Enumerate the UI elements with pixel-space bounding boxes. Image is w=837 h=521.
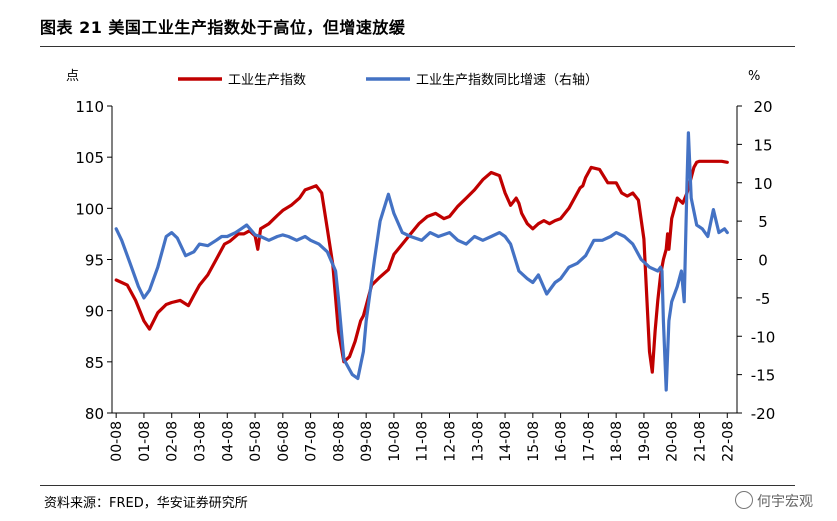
right-tick-label: 0 bbox=[758, 252, 768, 270]
figure-title: 图表 21 美国工业生产指数处于高位，但增速放缓 bbox=[40, 18, 406, 37]
source-note: 资料来源：FRED，华安证券研究所 bbox=[44, 496, 248, 511]
left-tick-label: 80 bbox=[85, 405, 104, 423]
x-tick-label: 21-08 bbox=[693, 421, 709, 462]
left-tick-label: 110 bbox=[75, 98, 104, 116]
chart-layer: 80 85 90 95 100 105 110 -20 -15 -10 -5 0 5 10 15 20 00-0… bbox=[75, 98, 775, 462]
right-tick-label: -10 bbox=[751, 328, 776, 346]
left-axis-unit: 点 bbox=[66, 69, 79, 84]
x-tick-label: 17-08 bbox=[581, 421, 597, 462]
right-tick-label: 5 bbox=[758, 213, 768, 231]
right-axis-unit: % bbox=[748, 69, 760, 84]
x-tick-label: 19-08 bbox=[637, 421, 653, 462]
x-tick-label: 01-08 bbox=[137, 421, 153, 462]
series-line-ip-index bbox=[114, 159, 729, 374]
x-tick-label: 05-08 bbox=[248, 421, 264, 462]
left-tick-label: 85 bbox=[85, 354, 104, 372]
x-tick-label: 22-08 bbox=[720, 421, 736, 462]
right-tick-label: 10 bbox=[753, 175, 772, 193]
x-tick-label: 11-08 bbox=[415, 421, 431, 462]
x-tick-label: 09-08 bbox=[359, 421, 375, 462]
left-tick-label: 105 bbox=[75, 149, 104, 167]
x-tick-label: 02-08 bbox=[165, 421, 181, 462]
x-tick-label: 06-08 bbox=[276, 421, 292, 462]
legend-label-ip-index: 工业生产指数 bbox=[228, 73, 306, 88]
x-tick-label: 07-08 bbox=[304, 421, 320, 462]
right-tick-label: 20 bbox=[753, 98, 772, 116]
wechat-icon bbox=[735, 491, 753, 509]
x-tick-label: 00-08 bbox=[109, 421, 125, 462]
legend-label-ip-yoy: 工业生产指数同比增速（右轴） bbox=[416, 73, 598, 88]
x-tick-label: 14-08 bbox=[498, 421, 514, 462]
right-tick-label: -15 bbox=[751, 367, 776, 385]
x-tick-label: 13-08 bbox=[470, 421, 486, 462]
title-divider bbox=[40, 46, 795, 47]
right-tick-label: 15 bbox=[753, 136, 772, 154]
x-tick-label: 20-08 bbox=[665, 421, 681, 462]
x-tick-label: 03-08 bbox=[193, 421, 209, 462]
watermark: 何宇宏观 bbox=[735, 491, 813, 511]
x-tick-label: 12-08 bbox=[443, 421, 459, 462]
series-line-ip-yoy bbox=[114, 131, 729, 392]
x-tick-label: 15-08 bbox=[526, 421, 542, 462]
left-tick-label: 100 bbox=[75, 200, 104, 218]
right-tick-label: -20 bbox=[751, 405, 776, 423]
x-tick-label: 16-08 bbox=[554, 421, 570, 462]
x-tick-label: 04-08 bbox=[220, 421, 236, 462]
left-tick-label: 90 bbox=[85, 303, 104, 321]
footer-divider bbox=[40, 485, 795, 486]
x-tick-label: 10-08 bbox=[387, 421, 403, 462]
left-tick-label: 95 bbox=[85, 252, 104, 270]
x-tick-label: 08-08 bbox=[331, 421, 347, 462]
watermark-label: 何宇宏观 bbox=[757, 494, 813, 510]
right-tick-label: -5 bbox=[756, 290, 771, 308]
x-tick-label: 18-08 bbox=[609, 421, 625, 462]
